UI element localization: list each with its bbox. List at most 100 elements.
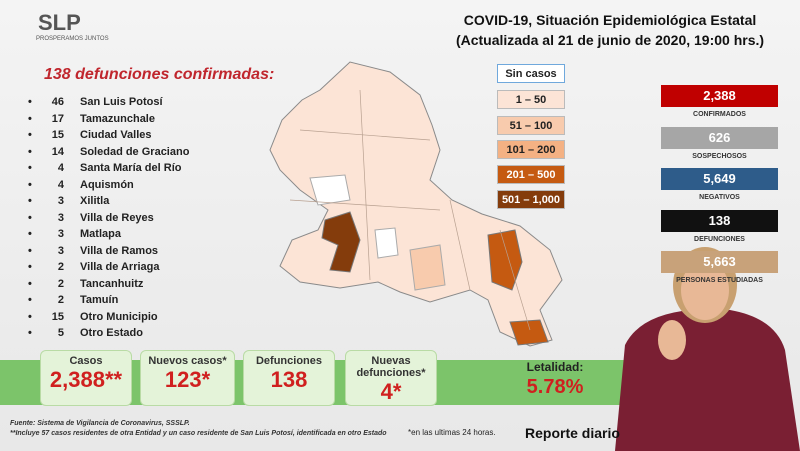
- legend-item: 51 – 100: [497, 116, 565, 135]
- summary-card: Nuevos casos* 123*: [140, 350, 235, 406]
- summary-card: Defunciones 138: [243, 350, 335, 406]
- death-count: 15: [51, 310, 64, 323]
- region: [309, 174, 351, 206]
- death-count: 5: [57, 327, 64, 339]
- municipality: Aquismón: [80, 178, 134, 191]
- summary-card: Casos 2,388**: [40, 350, 132, 406]
- borders: [289, 89, 531, 331]
- bullet: •: [28, 145, 32, 158]
- interpreter-hand: [658, 320, 686, 360]
- summary-value: 2,388**: [49, 367, 123, 392]
- death-count: 2: [57, 277, 64, 290]
- summary-label: Nuevas defunciones*: [356, 355, 426, 379]
- report-label: Reporte diario: [525, 425, 620, 441]
- legend-item: Sin casos: [497, 64, 565, 83]
- stat-value: 5,663: [661, 251, 778, 273]
- bullet: •: [28, 178, 32, 191]
- death-row: • 3 Villa de Ramos: [28, 243, 158, 259]
- stat-label: NEGATIVOS: [699, 194, 740, 201]
- death-row: • 15 Otro Municipio: [28, 309, 158, 325]
- summary-label: Casos: [69, 355, 103, 367]
- death-count: 3: [57, 244, 64, 257]
- summary-value: 5.78%: [526, 376, 584, 398]
- summary-card: Nuevas defunciones* 4*: [345, 350, 437, 406]
- death-row: • 2 Tamuín: [28, 292, 118, 308]
- death-count: 4: [57, 178, 64, 191]
- death-row: • 3 Matlapa: [28, 226, 121, 242]
- municipality: San Luis Potosí: [80, 96, 163, 108]
- note: **Incluye 57 casos residentes de otra En…: [10, 430, 387, 437]
- municipality: Matlapa: [80, 228, 121, 240]
- bullet: •: [28, 211, 32, 224]
- bullet: •: [28, 162, 32, 174]
- municipality: Tamazunchale: [80, 112, 155, 125]
- death-count: 14: [51, 145, 64, 158]
- death-count: 3: [57, 195, 64, 207]
- municipality: Tancanhuitz: [80, 277, 144, 290]
- death-count: 4: [57, 162, 64, 174]
- death-row: • 3 Xilitla: [28, 193, 109, 209]
- region: [509, 319, 549, 346]
- bullet: •: [28, 129, 32, 141]
- death-row: • 2 Tancanhuitz: [28, 276, 143, 292]
- legend-item: 1 – 50: [497, 90, 565, 109]
- death-count: 2: [57, 294, 64, 306]
- stat-value: 5,649: [661, 168, 778, 190]
- death-count: 2: [57, 261, 64, 273]
- bullet: •: [28, 294, 32, 306]
- municipality: Xilitla: [80, 195, 110, 207]
- bullet: •: [28, 261, 32, 273]
- death-row: • 3 Villa de Reyes: [28, 210, 154, 226]
- summary-label: Letalidad:: [526, 360, 584, 374]
- deaths-heading: 138 defunciones confirmadas:: [44, 66, 275, 83]
- interpreter-body: [615, 310, 800, 451]
- summary-value: 123*: [164, 367, 211, 392]
- legend-item: 501 – 1,000: [497, 190, 565, 209]
- death-count: 3: [57, 228, 64, 240]
- death-row: • 14 Soledad de Graciano: [28, 144, 189, 160]
- title: COVID-19, Situación Epidemiológica Estat…: [463, 12, 757, 28]
- stat-value: 626: [661, 126, 778, 149]
- death-count: 17: [51, 112, 64, 125]
- death-row: • 4 Santa María del Río: [28, 160, 181, 176]
- death-count: 3: [57, 211, 64, 224]
- death-row: • 15 Ciudad Valles: [28, 127, 152, 143]
- municipality: Santa María del Río: [80, 162, 182, 174]
- slogan: PROSPERAMOS JUNTOS: [36, 36, 109, 42]
- region: [409, 244, 446, 291]
- subtitle: (Actualizada al 21 de junio de 2020, 19:…: [455, 32, 765, 48]
- summary-value: 4*: [380, 379, 402, 404]
- stat-label: SOSPECHOSOS: [692, 152, 747, 160]
- bullet: •: [28, 277, 32, 290]
- municipality: Ciudad Valles: [80, 129, 152, 141]
- bullet: •: [28, 244, 32, 257]
- source: Fuente: Sistema de Vigilancia de Coronav…: [10, 420, 190, 427]
- municipality: Villa de Reyes: [80, 211, 154, 224]
- legend-item: 201 – 500: [497, 165, 565, 184]
- interpreter-face: [681, 260, 729, 320]
- region: [321, 211, 361, 273]
- municipality: Villa de Ramos: [80, 244, 159, 257]
- bullet: •: [28, 228, 32, 240]
- municipality: Villa de Arriaga: [80, 261, 160, 273]
- death-count: 15: [51, 129, 64, 141]
- death-row: • 2 Villa de Arriaga: [28, 259, 159, 275]
- municipality: Otro Municipio: [80, 310, 158, 323]
- legend-item: 101 – 200: [497, 140, 565, 159]
- death-row: • 5 Otro Estado: [28, 325, 143, 341]
- death-row: • 4 Aquismón: [28, 177, 134, 193]
- region: [374, 227, 399, 259]
- bullet: •: [28, 327, 32, 339]
- bullet: •: [28, 112, 32, 125]
- bullet: •: [28, 310, 32, 323]
- bullet: •: [28, 195, 32, 207]
- stat-label: CONFIRMADOS: [693, 111, 746, 118]
- summary-value: 138: [270, 367, 308, 392]
- death-count: 46: [51, 96, 64, 108]
- note-24h: *en las ultimas 24 horas.: [408, 428, 496, 437]
- bullet: •: [28, 96, 32, 108]
- municipality: Tamuín: [80, 294, 119, 306]
- municipality: Soledad de Graciano: [80, 145, 190, 158]
- stat-label: PERSONAS ESTUDIADAS: [676, 277, 763, 284]
